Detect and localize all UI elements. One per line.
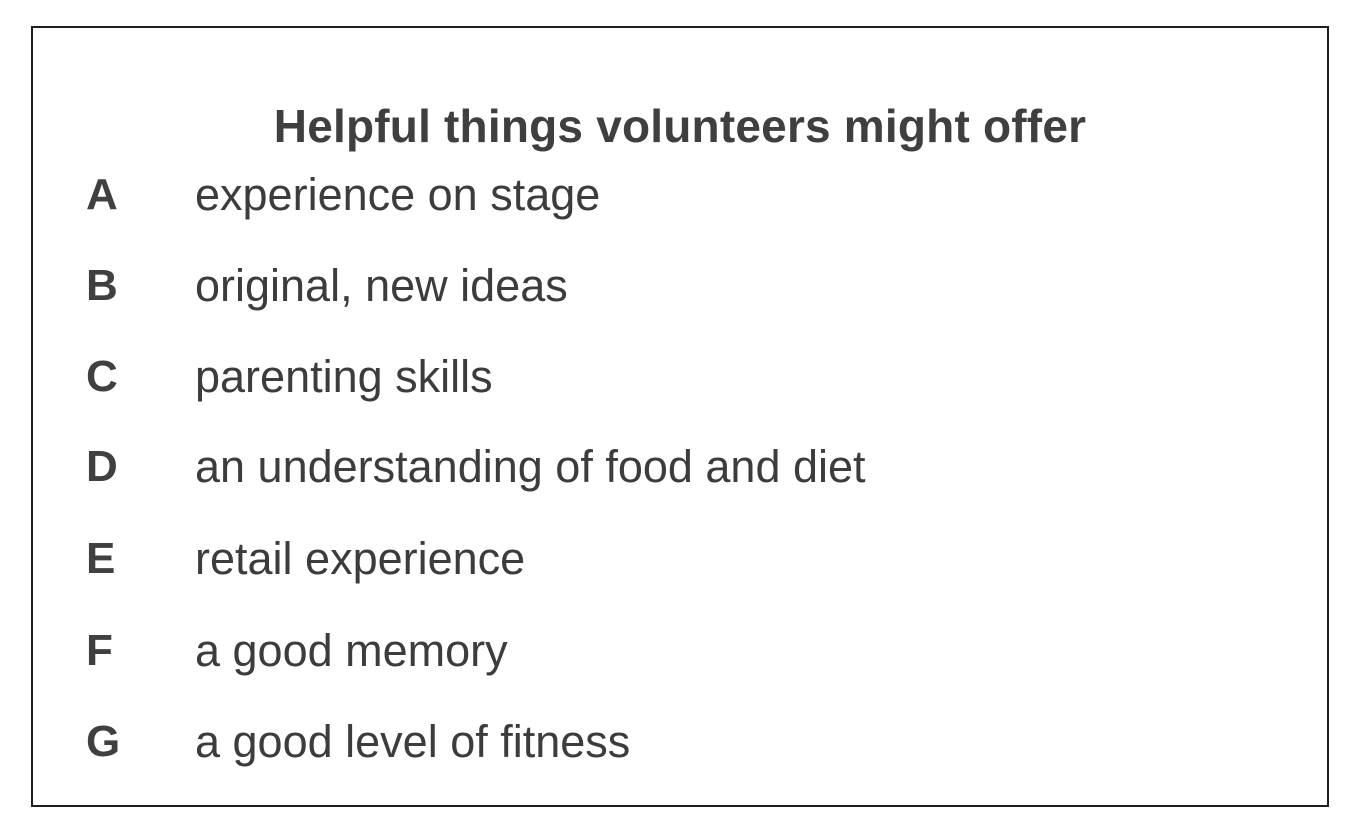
- option-text: an understanding of food and diet: [195, 441, 866, 492]
- option-text: a good memory: [195, 625, 508, 676]
- option-g: G a good level of fitness: [33, 716, 1327, 768]
- option-text: a good level of fitness: [195, 716, 631, 767]
- option-b: B original, new ideas: [33, 260, 1327, 312]
- option-f: F a good memory: [33, 625, 1327, 677]
- option-letter: D: [86, 442, 118, 491]
- option-d: D an understanding of food and diet: [33, 441, 1327, 493]
- option-e: E retail experience: [33, 533, 1327, 585]
- option-c: C parenting skills: [33, 351, 1327, 403]
- option-letter: F: [86, 626, 113, 675]
- box-heading: Helpful things volunteers might offer: [273, 100, 1087, 152]
- option-text: retail experience: [195, 533, 526, 584]
- option-a: A experience on stage: [33, 169, 1327, 221]
- option-letter: E: [86, 534, 116, 583]
- option-text: parenting skills: [195, 351, 493, 402]
- option-letter: C: [86, 352, 118, 401]
- option-text: original, new ideas: [195, 260, 568, 311]
- option-letter: A: [86, 170, 118, 219]
- option-letter: B: [86, 261, 118, 310]
- option-text: experience on stage: [195, 169, 601, 220]
- option-letter: G: [86, 717, 121, 766]
- options-box: Helpful things volunteers might offer A …: [31, 26, 1329, 807]
